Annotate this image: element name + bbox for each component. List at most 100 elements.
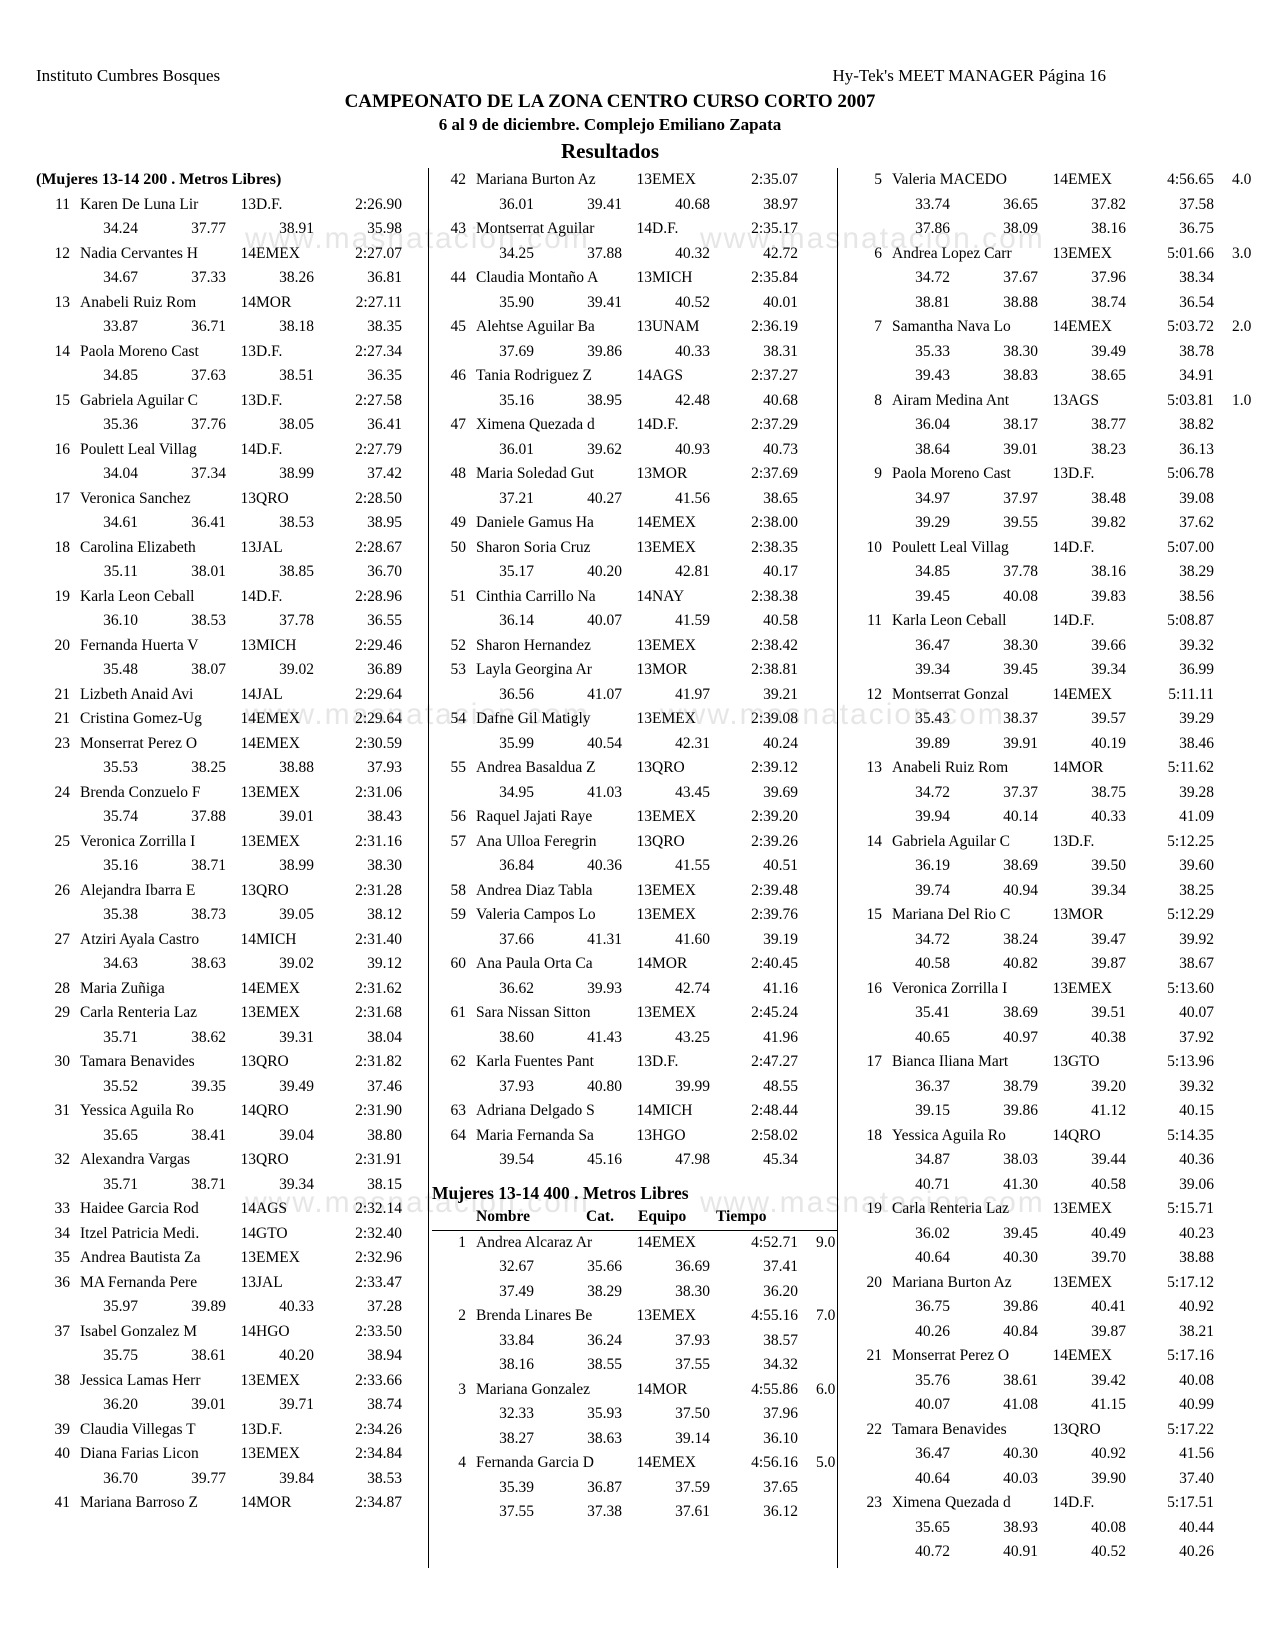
splits-row: 32.67 35.66 36.69 37.41 [446,1255,837,1280]
final-time: 2:39.20 [751,808,798,825]
split-time: 38.48 [1091,489,1126,507]
split-time: 38.04 [367,1028,402,1046]
split-time: 36.47 [915,636,950,654]
team-code: EMEX [652,1233,696,1251]
split-time: 40.68 [675,195,710,213]
place-number: 35 [54,1249,71,1266]
split-time: 40.30 [1003,1249,1038,1266]
place-number: 50 [450,538,467,556]
result-row: 3 Mariana Gonzalez 14 MOR 4:55.86 6.0 [432,1378,837,1403]
team-code: D.F. [652,1053,679,1070]
swimmer-age: 13 [636,881,653,899]
final-time: 2:33.47 [355,1273,402,1291]
final-time: 2:33.66 [355,1371,402,1389]
split-time: 38.94 [367,1347,402,1364]
splits-row: 35.11 38.01 38.85 36.70 [50,560,428,585]
split-time: 39.06 [1179,1175,1214,1193]
swimmer-name: Anabeli Ruiz Rom [892,759,1009,776]
points [1214,683,1260,708]
team-code: QRO [256,1053,289,1070]
swimmer-name: Ximena Quezada d [476,416,595,433]
result-row: 12 Montserrat Gonzal 14 EMEX 5:11.11 [848,683,1260,708]
gap [466,217,476,242]
place-number: 37 [54,1322,71,1340]
swimmer-age: 14 [636,514,653,531]
split-time: 39.57 [1091,710,1126,727]
split-time: 34.91 [1179,367,1214,384]
swimmer-name: Brenda Conzuelo F [80,783,201,801]
split-time: 38.30 [1003,342,1038,360]
swimmer-age: 13 [1052,1053,1069,1070]
place-number: 54 [450,710,467,727]
final-time: 4:56.16 [751,1454,798,1471]
split-time: 40.24 [763,734,798,752]
gap [882,756,892,781]
splits-row: 39.74 40.94 39.34 38.25 [862,879,1260,904]
gap [466,1050,476,1075]
points [402,1491,428,1516]
points: 1.0 [1232,391,1252,409]
gap [70,781,80,806]
final-time: 2:39.48 [751,881,798,899]
split-time: 39.34 [279,1175,314,1193]
gap [70,683,80,708]
split-time: 39.74 [915,881,950,899]
place-number: 9 [874,465,882,482]
place-number: 27 [54,930,71,948]
gap [466,462,476,487]
points [402,1271,428,1296]
final-time: 2:30.59 [355,734,402,752]
points [402,1418,428,1443]
swimmer-name: Carolina Elizabeth [80,538,196,556]
swimmer-name: Mariana Burton Az [892,1273,1012,1291]
swimmer-name: Atziri Ayala Castro [80,930,200,948]
points [798,1124,837,1149]
result-row: 39 Claudia Villegas T 13 D.F. 2:34.26 [36,1418,428,1443]
place-number: 64 [450,1126,467,1144]
points [402,634,428,659]
result-row: 54 Dafne Gil Matigly 13 EMEX 2:39.08 [432,707,837,732]
result-row: 25 Veronica Zorrilla I 13 EMEX 2:31.16 [36,830,428,855]
points [402,879,428,904]
place-number: 46 [450,367,467,384]
split-time: 37.58 [1179,195,1214,213]
place-number: 18 [866,1126,883,1144]
split-time: 39.31 [279,1028,314,1046]
points [402,977,428,1002]
splits-row: 38.60 41.43 43.25 41.96 [446,1026,837,1051]
gap [466,1231,476,1256]
points [798,315,837,340]
place-number: 21 [54,710,71,727]
split-time: 42.72 [763,244,798,262]
swimmer-age: 14 [1052,1126,1069,1144]
split-time: 38.74 [367,1396,402,1413]
final-time: 2:33.50 [355,1322,402,1340]
split-time: 40.27 [587,489,622,507]
place-number: 34 [54,1224,71,1242]
gap [466,413,476,438]
swimmer-age: 13 [240,1151,257,1168]
split-time: 37.33 [191,269,226,286]
split-time: 43.45 [675,783,710,801]
swimmer-name: Yessica Aguila Ro [892,1126,1006,1144]
points [1214,1344,1260,1369]
splits-row: 32.33 35.93 37.50 37.96 [446,1402,837,1427]
team-code: EMEX [256,783,300,801]
place-number: 10 [866,538,883,556]
team-code: D.F. [256,440,283,458]
split-time: 37.66 [499,930,534,948]
split-time: 36.89 [367,661,402,678]
points [798,536,837,561]
points [402,830,428,855]
split-time: 40.07 [587,612,622,629]
split-time: 34.24 [103,220,138,237]
swimmer-name: Layla Georgina Ar [476,661,592,678]
splits-row: 39.29 39.55 39.82 37.62 [862,511,1260,536]
team-code: MICH [256,636,297,654]
swimmer-age: 13 [1052,465,1069,482]
team-code: MOR [256,293,292,311]
gap [70,1001,80,1026]
team-code: EMEX [652,808,696,825]
split-time: 36.37 [915,1077,950,1095]
